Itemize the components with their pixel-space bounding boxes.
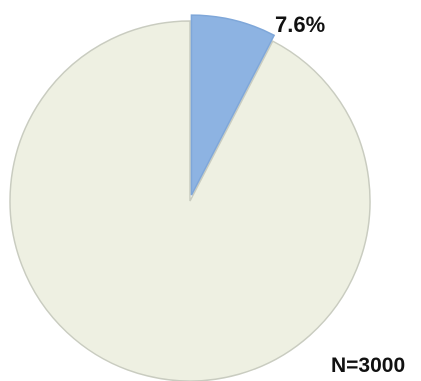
- pie-slice-0: [190, 14, 276, 196]
- pie-slice-1: [9, 20, 371, 381]
- sample-size-label: N=3000: [331, 354, 405, 377]
- pie-slices: [9, 14, 371, 381]
- slice-value-label: 7.6%: [275, 12, 325, 37]
